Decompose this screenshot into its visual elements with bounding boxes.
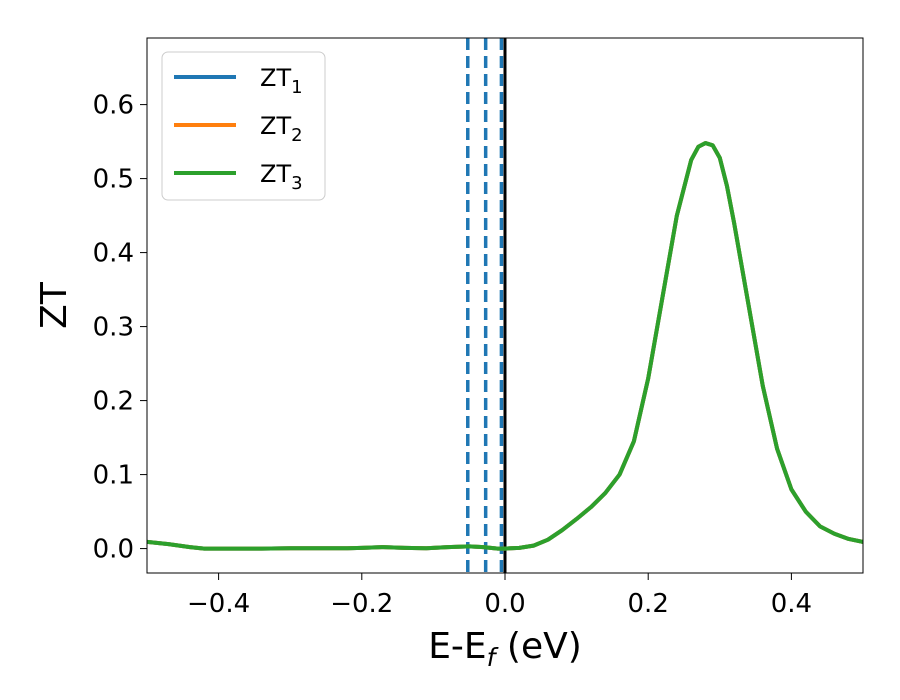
y-axis-label: ZT	[34, 281, 75, 329]
x-axis-label-main: E-E	[428, 626, 486, 667]
y-tick-label: 0.5	[93, 165, 134, 195]
x-tick-label: −0.2	[330, 589, 393, 619]
y-tick-label: 0.6	[93, 91, 134, 121]
y-tick-label: 0.3	[93, 313, 134, 343]
series-lines	[147, 141, 863, 551]
legend-label-zt1: ZT1	[260, 64, 303, 98]
x-tick-label: −0.4	[187, 589, 250, 619]
y-tick-label: 0.1	[93, 461, 134, 491]
x-axis-label: E-Ef (eV)	[428, 626, 582, 672]
legend-box	[161, 51, 326, 201]
y-tick-label: 0.2	[93, 387, 134, 417]
legend-label-zt2: ZT2	[260, 112, 303, 146]
y-tick-label: 0.0	[93, 535, 134, 565]
series-line-zt3	[147, 141, 863, 551]
reference-lines	[466, 38, 507, 573]
x-axis-ticks: −0.4 −0.2 0.0 0.2 0.4	[187, 573, 812, 619]
y-tick-label: 0.4	[93, 239, 134, 269]
y-axis-ticks: 0.0 0.1 0.2 0.3 0.4 0.5 0.6	[93, 91, 147, 565]
x-tick-label: 0.4	[771, 589, 812, 619]
x-tick-label: 0.2	[628, 589, 669, 619]
x-tick-label: 0.0	[484, 589, 525, 619]
x-axis-label-unit: (eV)	[495, 626, 581, 667]
legend: ZT1 ZT2 ZT3	[161, 51, 326, 201]
legend-label-zt3: ZT3	[260, 160, 303, 194]
